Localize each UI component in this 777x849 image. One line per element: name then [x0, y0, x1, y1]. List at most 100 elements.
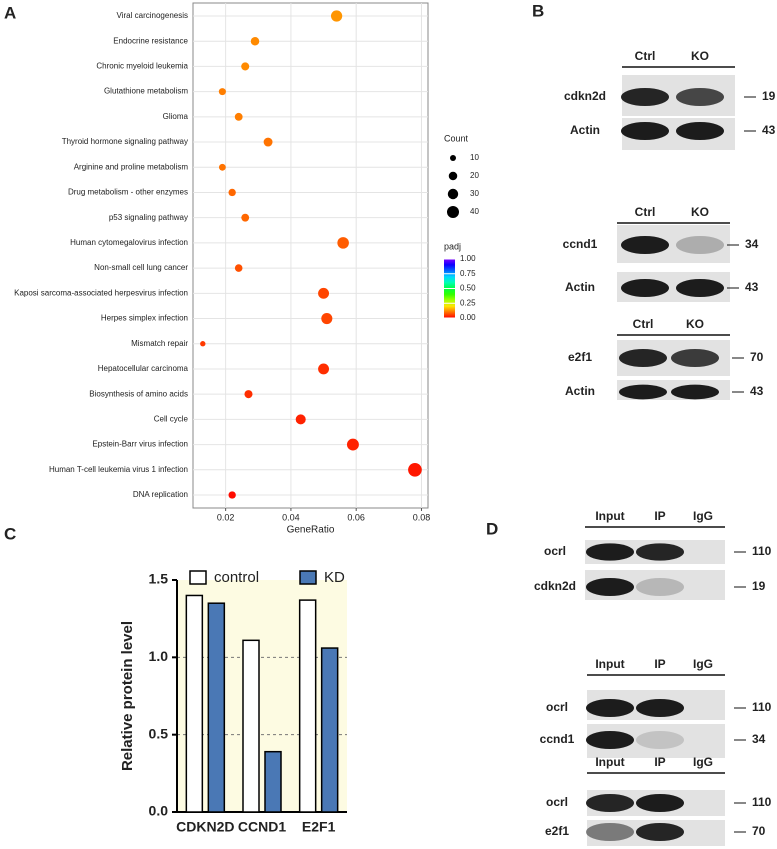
y-tick-label: Arginine and proline metabolism	[74, 162, 189, 171]
dot	[408, 462, 422, 477]
color-tick-label: 0.75	[460, 269, 476, 278]
y-tick-label: Hepatocellular carcinoma	[98, 364, 189, 373]
bar	[207, 602, 226, 813]
dot	[244, 390, 253, 399]
bar	[298, 599, 317, 813]
size-legend-title: Count	[444, 133, 469, 143]
y-tick-label: DNA replication	[133, 490, 188, 499]
y-tick-label: 0.0	[149, 803, 169, 819]
lane-label: IP	[654, 509, 665, 523]
marker-label: 43	[745, 280, 759, 294]
row-label: ccnd1	[540, 732, 575, 746]
dot	[228, 491, 236, 499]
bar	[185, 594, 204, 813]
panel-letter: D	[486, 519, 498, 538]
y-tick-label: Human T-cell leukemia virus 1 infection	[49, 465, 188, 474]
lane-label: Ctrl	[635, 205, 656, 219]
y-tick-label: Glutathione metabolism	[104, 87, 188, 96]
row-label: Actin	[570, 123, 600, 137]
legend-swatch	[189, 570, 207, 585]
marker-label: 70	[750, 350, 764, 364]
blot-band	[636, 731, 684, 749]
dot	[234, 264, 243, 272]
x-tick-label: 0.06	[347, 512, 365, 522]
legend-label: KD	[324, 569, 345, 586]
bar	[264, 750, 282, 813]
blot-band	[636, 543, 684, 561]
row-label: ocrl	[546, 700, 568, 714]
lane-label: KO	[691, 49, 709, 63]
marker-label: 19	[762, 89, 776, 103]
dot	[346, 438, 359, 451]
size-legend-label: 30	[470, 189, 479, 198]
marker-label: 110	[752, 795, 772, 809]
dot	[321, 312, 333, 325]
row-label: cdkn2d	[564, 89, 606, 103]
blot-band	[586, 823, 634, 841]
blot-band	[636, 823, 684, 841]
y-tick-label: Endocrine resistance	[113, 36, 188, 45]
y-tick-label: Epstein-Barr virus infection	[92, 440, 188, 449]
marker-label: 70	[752, 824, 766, 838]
blot-band	[621, 279, 669, 297]
row-label: e2f1	[568, 350, 592, 364]
size-legend-dot	[449, 154, 457, 162]
y-tick-label: Glioma	[163, 112, 189, 121]
lane-label: KO	[691, 205, 709, 219]
size-legend-dot	[447, 188, 459, 200]
lane-label: KO	[686, 317, 704, 331]
y-axis-label: Relative protein level	[119, 621, 136, 771]
legend-swatch	[299, 570, 317, 585]
blot-band	[586, 699, 634, 717]
lane-label: IgG	[693, 755, 713, 769]
blot-band	[676, 279, 724, 297]
color-tick-label: 0.25	[460, 298, 476, 307]
size-legend-label: 10	[470, 153, 479, 162]
bar	[320, 647, 339, 813]
lane-label: IgG	[693, 657, 713, 671]
y-tick-label: Mismatch repair	[131, 339, 188, 348]
y-tick-label: Cell cycle	[154, 414, 189, 423]
lane-label: IgG	[693, 509, 713, 523]
blot-band	[636, 794, 684, 812]
marker-label: 19	[752, 579, 766, 593]
y-tick-label: p53 signaling pathway	[109, 213, 188, 222]
x-tick-label: 0.02	[217, 512, 235, 522]
row-label: cdkn2d	[534, 579, 576, 593]
lane-label: Ctrl	[635, 49, 656, 63]
blot-band	[621, 122, 669, 140]
x-tick-label: E2F1	[302, 819, 336, 835]
dot	[218, 88, 226, 96]
y-tick-label: Herpes simplex infection	[101, 314, 188, 323]
blot-band	[636, 578, 684, 596]
color-tick-label: 0.50	[460, 284, 476, 293]
marker-label: 43	[750, 384, 764, 398]
plot-area	[192, 2, 429, 509]
row-label: ccnd1	[563, 237, 598, 251]
blot-band	[619, 384, 667, 400]
size-legend-dot	[448, 171, 458, 181]
y-tick-label: Drug metabolism - other enzymes	[68, 188, 188, 197]
y-tick-label: Viral carcinogenesis	[117, 11, 188, 20]
dot	[241, 62, 250, 71]
lane-label: IP	[654, 755, 665, 769]
panel-letter: C	[4, 524, 16, 543]
y-tick-label: Human cytomegalovirus infection	[70, 238, 188, 247]
x-tick-label: CDKN2D	[176, 819, 234, 835]
dot	[250, 36, 260, 46]
blot-band	[671, 349, 719, 367]
x-tick-label: 0.04	[282, 512, 300, 522]
x-axis-label: GeneRatio	[287, 525, 335, 536]
y-tick-label: 1.5	[149, 571, 169, 587]
marker-label: 110	[752, 700, 772, 714]
dot	[228, 188, 236, 197]
dot	[318, 363, 330, 375]
row-label: ocrl	[544, 544, 566, 558]
dot	[200, 341, 206, 347]
marker-label: 34	[745, 237, 759, 251]
dot	[318, 287, 330, 299]
dot	[263, 137, 273, 147]
bar	[242, 639, 260, 813]
legend-label: control	[214, 569, 259, 586]
